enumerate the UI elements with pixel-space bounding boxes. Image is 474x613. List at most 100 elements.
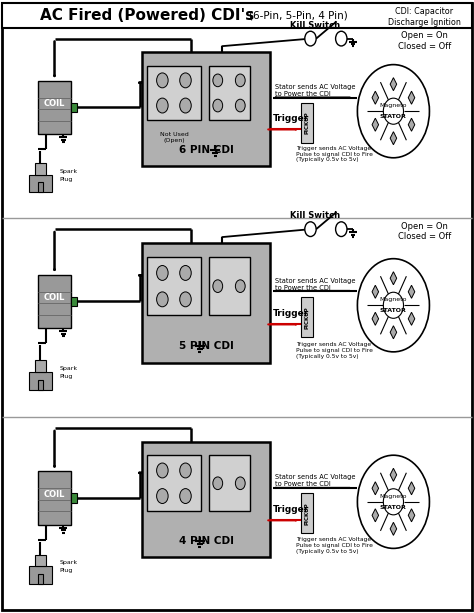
Polygon shape	[390, 132, 397, 145]
Bar	[37, 379, 43, 390]
Circle shape	[357, 64, 429, 158]
Text: Plug: Plug	[59, 568, 73, 573]
Polygon shape	[372, 509, 379, 522]
Text: STATOR: STATOR	[380, 505, 407, 510]
Circle shape	[180, 98, 191, 113]
Bar	[35, 555, 46, 566]
Bar	[35, 163, 46, 175]
Text: COIL: COIL	[44, 293, 65, 302]
Text: Open = On
Closed = Off: Open = On Closed = Off	[398, 222, 451, 242]
Polygon shape	[390, 326, 397, 339]
Text: Stator sends AC Voltage
to Power the CDI: Stator sends AC Voltage to Power the CDI	[275, 278, 356, 291]
Bar	[301, 103, 313, 143]
Bar	[209, 257, 250, 315]
Circle shape	[383, 292, 403, 318]
Text: Plug: Plug	[59, 177, 73, 181]
Bar	[29, 566, 52, 584]
Text: Open = On
Closed = Off: Open = On Closed = Off	[398, 31, 451, 51]
Bar	[147, 257, 201, 315]
Text: Kill Switch: Kill Switch	[290, 211, 340, 219]
Bar	[37, 182, 43, 192]
Circle shape	[305, 222, 316, 237]
Text: Spark: Spark	[59, 560, 77, 565]
Text: STATOR: STATOR	[380, 114, 407, 120]
Circle shape	[180, 265, 191, 280]
Text: Trigger sends AC Voltage
Pulse to signal CDI to Fire
(Typically 0.5v to 5v): Trigger sends AC Voltage Pulse to signal…	[296, 537, 373, 554]
Text: 5 PIN CDI: 5 PIN CDI	[179, 341, 234, 351]
Text: Magneto: Magneto	[380, 493, 407, 499]
Text: Spark: Spark	[59, 366, 77, 371]
Circle shape	[156, 73, 168, 88]
Bar	[147, 455, 201, 511]
Text: AC Fired (Powered) CDI's: AC Fired (Powered) CDI's	[40, 8, 254, 23]
Bar	[38, 275, 71, 328]
Bar	[71, 103, 77, 112]
Bar	[209, 66, 250, 120]
Bar	[301, 493, 313, 533]
Circle shape	[236, 74, 245, 86]
Text: 4 PIN CDI: 4 PIN CDI	[179, 536, 234, 546]
Circle shape	[156, 489, 168, 503]
Bar	[35, 360, 46, 372]
Bar	[71, 297, 77, 306]
Bar	[38, 81, 71, 134]
Circle shape	[180, 489, 191, 503]
Text: Stator sends AC Voltage
to Power the CDI: Stator sends AC Voltage to Power the CDI	[275, 84, 356, 97]
Polygon shape	[408, 285, 415, 299]
Circle shape	[180, 463, 191, 478]
Text: Trigger: Trigger	[273, 504, 309, 514]
Polygon shape	[372, 118, 379, 131]
Text: Magneto: Magneto	[380, 103, 407, 108]
Text: Spark: Spark	[59, 169, 77, 173]
Circle shape	[383, 98, 403, 124]
Bar	[142, 52, 270, 166]
Bar	[29, 372, 52, 390]
Circle shape	[213, 477, 223, 490]
Polygon shape	[372, 91, 379, 104]
Polygon shape	[408, 91, 415, 104]
Polygon shape	[372, 285, 379, 299]
Text: Plug: Plug	[59, 374, 73, 379]
Text: (6-Pin, 5-Pin, 4 Pin): (6-Pin, 5-Pin, 4 Pin)	[249, 10, 348, 20]
Polygon shape	[390, 468, 397, 481]
Bar	[2, 3, 472, 28]
Circle shape	[180, 292, 191, 306]
Text: Trigger: Trigger	[273, 114, 309, 123]
Circle shape	[236, 99, 245, 112]
Text: CDI: Capacitor
Discharge Ignition: CDI: Capacitor Discharge Ignition	[388, 7, 461, 27]
Text: Trigger: Trigger	[273, 309, 309, 318]
Text: PICKUP: PICKUP	[304, 502, 310, 525]
Polygon shape	[390, 272, 397, 285]
Text: Not Used
(Open): Not Used (Open)	[160, 132, 189, 143]
Text: COIL: COIL	[44, 490, 65, 498]
Text: PICKUP: PICKUP	[304, 112, 310, 134]
Bar	[147, 66, 201, 120]
Circle shape	[236, 280, 245, 292]
Circle shape	[236, 477, 245, 490]
Polygon shape	[372, 482, 379, 495]
Circle shape	[180, 73, 191, 88]
Text: Trigger sends AC Voltage
Pulse to signal CDI to Fire
(Typically 0.5v to 5v): Trigger sends AC Voltage Pulse to signal…	[296, 146, 373, 162]
Bar	[29, 175, 52, 192]
Text: PICKUP: PICKUP	[304, 306, 310, 329]
Text: Stator sends AC Voltage
to Power the CDI: Stator sends AC Voltage to Power the CDI	[275, 474, 356, 487]
Bar	[209, 455, 250, 511]
Polygon shape	[390, 78, 397, 91]
Bar	[142, 243, 270, 363]
Bar	[37, 574, 43, 584]
Circle shape	[336, 222, 347, 237]
Polygon shape	[408, 482, 415, 495]
Circle shape	[156, 265, 168, 280]
Circle shape	[357, 259, 429, 352]
Circle shape	[305, 31, 316, 46]
Circle shape	[156, 463, 168, 478]
Circle shape	[383, 489, 403, 515]
Bar	[38, 471, 71, 525]
Circle shape	[156, 98, 168, 113]
Circle shape	[213, 99, 223, 112]
Text: Magneto: Magneto	[380, 297, 407, 302]
Circle shape	[213, 280, 223, 292]
Polygon shape	[408, 118, 415, 131]
Polygon shape	[408, 509, 415, 522]
Circle shape	[156, 292, 168, 306]
